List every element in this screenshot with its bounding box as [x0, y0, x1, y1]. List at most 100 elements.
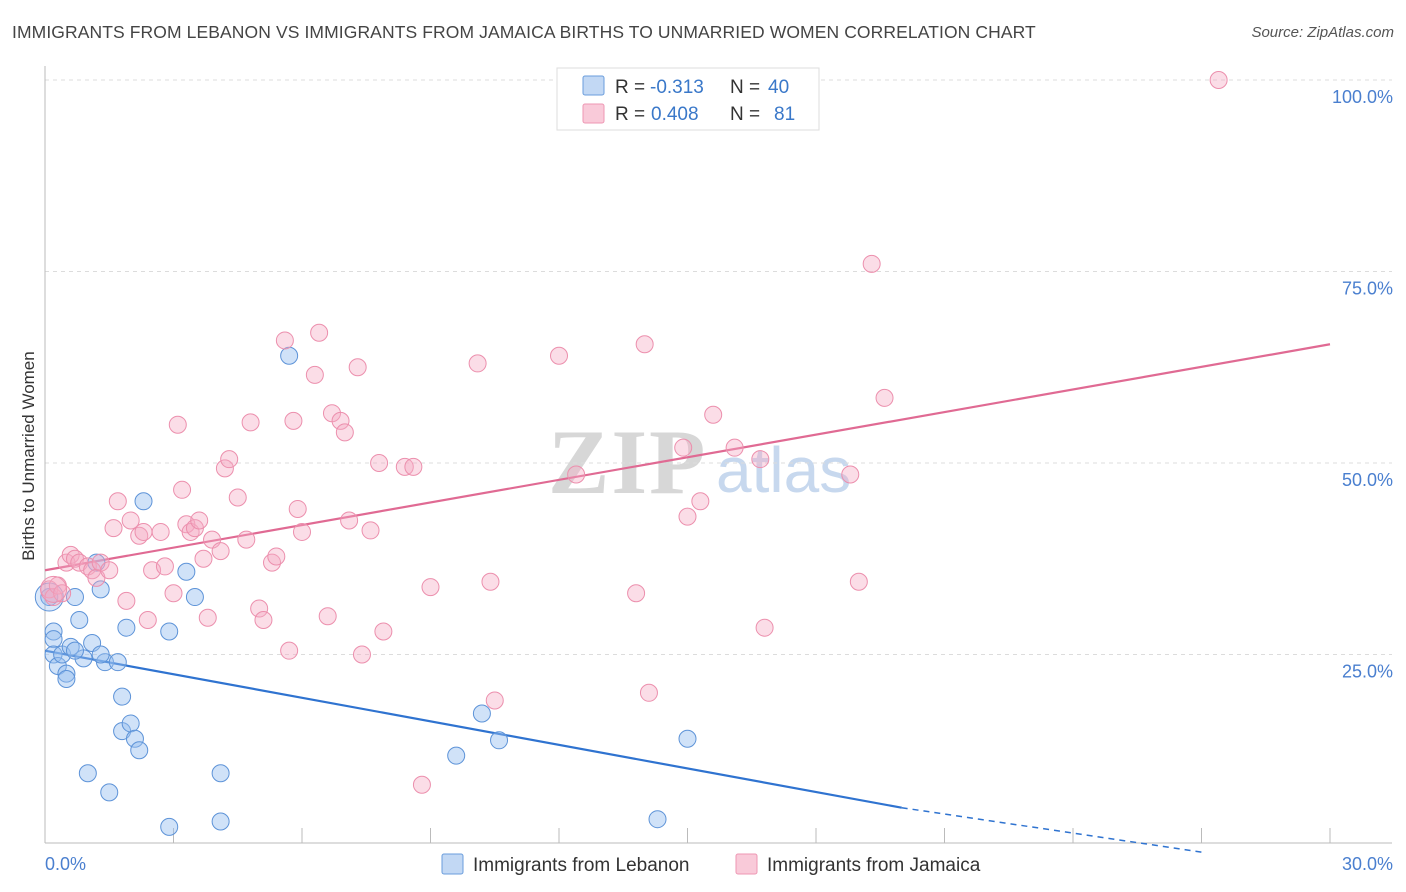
- point-jamaica-16: [121, 511, 140, 530]
- point-jamaica-74: [691, 492, 710, 511]
- point-jamaica-54: [340, 511, 359, 530]
- point-lebanon-38: [65, 641, 84, 660]
- point-jamaica-55: [348, 358, 367, 377]
- point-jamaica-14: [108, 492, 127, 511]
- point-jamaica-15: [117, 591, 136, 610]
- point-lebanon-33: [447, 746, 466, 765]
- y-axis-label: Births to Unmarried Women: [19, 351, 38, 560]
- legend-n-value-lebanon: 40: [768, 77, 789, 98]
- point-lebanon-35: [490, 731, 509, 750]
- point-jamaica-19: [138, 611, 157, 630]
- point-jamaica-48: [305, 365, 324, 384]
- series-legend: Immigrants from Lebanon Immigrants from …: [441, 853, 981, 876]
- legend-r-value-jamaica: 0.408: [651, 104, 699, 125]
- point-jamaica-66: [485, 691, 504, 710]
- point-jamaica-35: [220, 450, 239, 469]
- point-jamaica-40: [254, 611, 273, 630]
- point-jamaica-42: [267, 547, 286, 566]
- point-lebanon-2: [44, 630, 63, 649]
- point-jamaica-25: [173, 480, 192, 499]
- trend-lines: [44, 343, 1331, 853]
- point-jamaica-22: [155, 557, 174, 576]
- stats-legend: R = -0.313 N = 40 R = 0.408 N = 81: [556, 67, 820, 131]
- x-tick-label-0: 0.0%: [45, 854, 86, 874]
- point-jamaica-73: [678, 507, 697, 526]
- point-lebanon-29: [185, 588, 204, 607]
- point-jamaica-78: [755, 618, 774, 637]
- grid-lines: [45, 79, 1392, 655]
- y-tick-label-2: 75.0%: [1342, 279, 1393, 299]
- point-jamaica-44: [280, 641, 299, 660]
- trend-line-lebanon-extrapolated: [901, 806, 1202, 853]
- point-lebanon-30: [211, 764, 230, 783]
- point-jamaica-21: [151, 522, 170, 541]
- point-lebanon-17: [100, 783, 119, 802]
- point-jamaica-75: [704, 405, 723, 424]
- point-jamaica-80: [849, 572, 868, 591]
- point-jamaica-cluster: [40, 575, 68, 603]
- point-jamaica-62: [412, 775, 431, 794]
- point-jamaica-67: [550, 346, 568, 365]
- point-lebanon-36: [648, 810, 667, 829]
- point-jamaica-57: [361, 521, 380, 540]
- point-lebanon-24: [130, 741, 149, 760]
- point-jamaica-64: [468, 354, 487, 373]
- point-jamaica-23: [164, 584, 183, 603]
- point-lebanon-7: [57, 670, 76, 689]
- point-jamaica-45: [284, 411, 303, 430]
- legend-r-label-jamaica: R =: [615, 104, 645, 125]
- point-jamaica-63: [421, 578, 440, 597]
- point-lebanon-18: [108, 653, 127, 672]
- point-lebanon-39: [91, 645, 110, 664]
- bottom-legend-swatch-lebanon: [441, 853, 464, 875]
- point-jamaica-56: [352, 645, 371, 664]
- point-jamaica-68: [567, 465, 586, 484]
- point-jamaica-50: [318, 607, 337, 626]
- point-jamaica-31: [198, 608, 217, 627]
- point-jamaica-47: [293, 522, 311, 541]
- bottom-legend-label-jamaica: Immigrants from Jamaica: [767, 855, 981, 876]
- point-jamaica-34: [215, 459, 234, 478]
- point-lebanon-28: [177, 562, 196, 581]
- bottom-legend-label-lebanon: Immigrants from Lebanon: [473, 855, 690, 876]
- legend-n-value-jamaica: 81: [774, 104, 795, 125]
- series-jamaica-points: [40, 71, 1228, 794]
- watermark-atlas: atlas: [716, 434, 851, 506]
- point-jamaica-52: [331, 411, 350, 430]
- point-jamaica-53: [335, 423, 354, 442]
- chart-title: IMMIGRANTS FROM LEBANON VS IMMIGRANTS FR…: [12, 22, 1036, 42]
- y-tick-label-1: 50.0%: [1342, 470, 1393, 490]
- point-jamaica-82: [875, 388, 894, 407]
- point-jamaica-49: [310, 323, 329, 342]
- point-jamaica-69: [627, 584, 646, 603]
- point-lebanon-1: [44, 622, 63, 641]
- point-lebanon-22: [121, 714, 140, 733]
- legend-n-label-jamaica: N =: [730, 104, 760, 125]
- point-jamaica-36: [228, 488, 247, 507]
- point-jamaica-72: [674, 438, 693, 457]
- point-jamaica-12: [100, 561, 119, 580]
- bottom-legend-swatch-jamaica: [735, 853, 758, 875]
- point-jamaica-70: [635, 335, 654, 354]
- trend-line-lebanon: [44, 649, 902, 809]
- point-jamaica-77: [751, 450, 770, 469]
- legend-n-label-lebanon: N =: [730, 77, 760, 98]
- point-jamaica-30: [194, 549, 213, 568]
- point-lebanon-32: [280, 346, 299, 365]
- point-jamaica-59: [374, 622, 393, 641]
- point-jamaica-46: [288, 499, 307, 518]
- point-lebanon-34: [472, 704, 491, 723]
- point-lebanon-10: [70, 611, 89, 630]
- point-jamaica-76: [725, 438, 744, 457]
- point-jamaica-29: [190, 511, 209, 530]
- point-jamaica-39: [250, 599, 269, 618]
- watermark-zip: ZIP: [548, 411, 707, 513]
- series-lebanon-points: [34, 346, 697, 836]
- y-axis-ticks: 25.0% 50.0% 75.0% 100.0%: [1332, 87, 1393, 682]
- point-lebanon-6: [57, 664, 76, 683]
- point-jamaica-38: [241, 413, 260, 432]
- legend-r-label-lebanon: R =: [615, 77, 645, 98]
- point-jamaica-24: [168, 415, 187, 434]
- y-tick-label-3: 100.0%: [1332, 87, 1393, 107]
